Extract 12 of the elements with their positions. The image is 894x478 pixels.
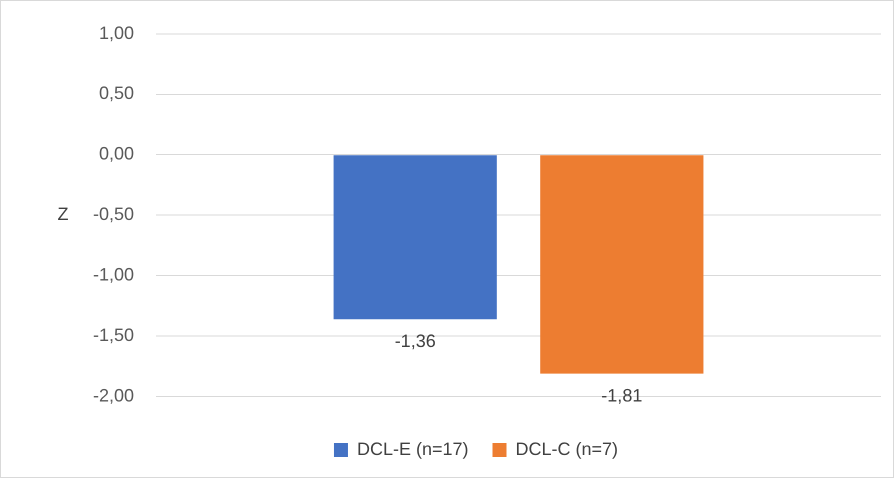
data-label: -1,81 xyxy=(601,386,642,406)
data-label: -1,36 xyxy=(394,331,436,352)
y-tick-label: -2,00 xyxy=(92,386,134,406)
y-tick-label: 1,00 xyxy=(98,22,134,43)
legend-label: DCL-E (n=17) xyxy=(356,438,469,459)
legend-label: DCL-C (n=7) xyxy=(516,438,618,459)
y-tick-label: -1,50 xyxy=(92,325,134,346)
y-tick-label: 0,00 xyxy=(98,144,134,164)
y-tick-label: 0,50 xyxy=(98,83,134,104)
y-axis-title: Z xyxy=(58,204,68,224)
y-tick-label: -1,00 xyxy=(92,264,134,285)
y-tick-label: -0,50 xyxy=(92,204,134,224)
